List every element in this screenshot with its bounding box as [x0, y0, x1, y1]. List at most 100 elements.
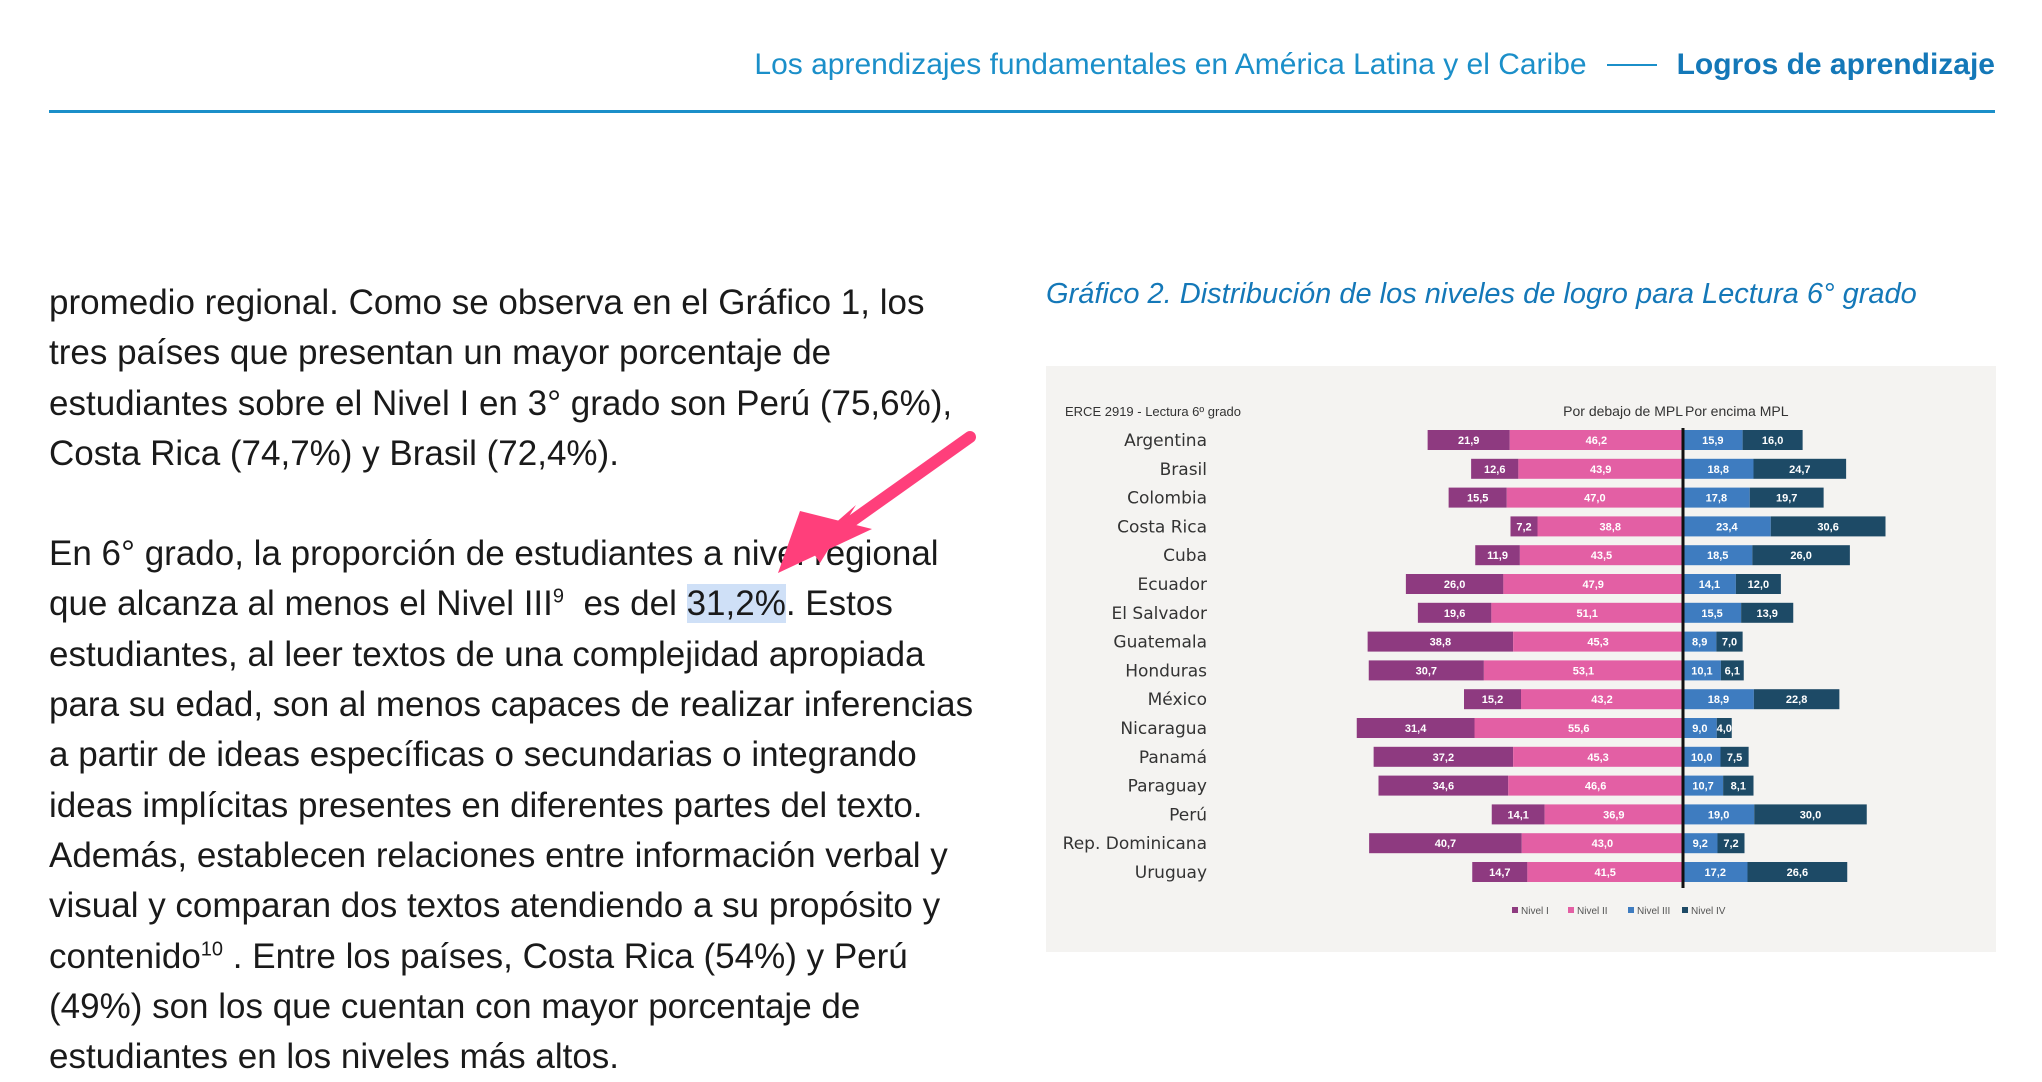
data-label: 26,0: [1790, 550, 1811, 562]
bar-nivel-iv: [1747, 862, 1848, 882]
bar-nivel-iii: [1683, 804, 1755, 825]
category-label: El Salvador: [1112, 604, 1207, 624]
bar-nivel-iii: [1683, 862, 1748, 882]
data-label: 30,6: [1817, 521, 1838, 533]
bar-nivel-iii: [1683, 458, 1754, 479]
bar-nivel-ii: [1491, 602, 1683, 623]
bar-nivel-i: [1367, 631, 1514, 652]
category-label: Perú: [1169, 805, 1207, 825]
data-label: 38,8: [1600, 521, 1621, 533]
header-titles: Los aprendizajes fundamentales en Améric…: [754, 48, 1995, 82]
category-label: Paraguay: [1128, 777, 1207, 797]
bar-nivel-iii: [1683, 631, 1717, 652]
bar-nivel-ii: [1503, 574, 1683, 594]
data-label: 17,8: [1706, 493, 1727, 505]
category-label: Honduras: [1125, 661, 1207, 681]
data-label: 7,0: [1722, 637, 1737, 649]
data-label: 17,2: [1705, 867, 1726, 879]
bar-nivel-iii: [1683, 602, 1742, 623]
category-label: Panamá: [1139, 748, 1207, 768]
bar-nivel-iv: [1741, 602, 1794, 623]
data-label: 46,6: [1585, 781, 1606, 793]
data-label: 21,9: [1458, 435, 1479, 447]
bar-nivel-ii: [1521, 689, 1683, 710]
paragraph-2: En 6° grado, la proporción de estudiante…: [49, 529, 979, 1082]
section-title: Logros de aprendizaje: [1676, 48, 1995, 81]
bar-nivel-i: [1510, 516, 1538, 537]
data-label: 40,7: [1435, 838, 1456, 850]
annotation-arrow-icon: [778, 431, 976, 573]
bar-nivel-iv: [1754, 804, 1867, 825]
category-label: Ecuador: [1138, 575, 1207, 595]
category-label: Cuba: [1163, 546, 1207, 566]
data-label: 14,1: [1699, 579, 1720, 591]
bar-nivel-ii: [1527, 862, 1683, 882]
bar-nivel-iv: [1716, 718, 1732, 738]
bar-nivel-iv: [1752, 545, 1850, 566]
paragraph-2-part-d: . Entre los países, Costa Rica (54%) y P…: [49, 936, 908, 1077]
data-label: 14,1: [1507, 809, 1528, 821]
data-label: 15,5: [1467, 493, 1488, 505]
data-label: 13,9: [1756, 608, 1777, 620]
chart-title: Gráfico 2. Distribución de los niveles d…: [1046, 278, 1917, 310]
data-label: 7,2: [1723, 838, 1738, 850]
body-text: promedio regional. Como se observa en el…: [49, 278, 979, 1082]
data-label: 31,4: [1405, 723, 1427, 735]
bar-nivel-ii: [1506, 487, 1683, 508]
chart-right-label: Por encima MPL: [1685, 403, 1789, 419]
data-label: 43,0: [1592, 838, 1613, 850]
bar-nivel-ii: [1513, 746, 1683, 767]
data-label: 15,2: [1482, 694, 1503, 706]
bar-nivel-i: [1378, 775, 1509, 796]
legend-swatch: [1628, 907, 1634, 913]
bar-nivel-iv: [1770, 516, 1886, 537]
bar-nivel-iii: [1683, 833, 1718, 854]
footnote-ref-9[interactable]: 9: [552, 585, 565, 608]
legend-swatch: [1512, 907, 1518, 913]
bar-nivel-ii: [1521, 833, 1683, 854]
data-label: 19,7: [1776, 493, 1797, 505]
bar-nivel-iii: [1683, 718, 1717, 738]
legend-label: Nivel II: [1577, 906, 1608, 917]
chart-left-label: Por debajo de MPL: [1563, 403, 1683, 419]
bar-nivel-i: [1471, 458, 1519, 479]
data-label: 8,1: [1731, 781, 1746, 793]
bar-nivel-iii: [1683, 775, 1724, 796]
bar-nivel-iv: [1723, 775, 1754, 796]
paragraph-1: promedio regional. Como se observa en el…: [49, 283, 953, 473]
bar-nivel-ii: [1474, 718, 1683, 738]
data-label: 43,5: [1591, 550, 1612, 562]
category-label: Nicaragua: [1120, 719, 1207, 739]
data-label: 45,3: [1587, 637, 1608, 649]
bar-nivel-i: [1417, 602, 1492, 623]
bar-nivel-ii: [1509, 430, 1683, 450]
data-label: 45,3: [1587, 752, 1608, 764]
bar-nivel-i: [1369, 833, 1522, 854]
data-label: 38,8: [1430, 637, 1451, 649]
bar-nivel-i: [1373, 746, 1514, 767]
highlighted-selection[interactable]: 31,2%: [686, 584, 786, 624]
data-label: 47,9: [1582, 579, 1603, 591]
bar-nivel-ii: [1483, 660, 1683, 681]
footnote-ref-10[interactable]: 10: [200, 937, 224, 960]
bar-nivel-iv: [1753, 458, 1847, 479]
legend-swatch: [1568, 907, 1574, 913]
paragraph-2-part-b: es del: [564, 584, 687, 624]
paragraph-2-part-c: . Estos estudiantes, al leer textos de u…: [49, 584, 974, 976]
data-label: 10,7: [1692, 781, 1713, 793]
category-label: Costa Rica: [1117, 517, 1207, 537]
data-label: 53,1: [1573, 665, 1594, 677]
category-label: Rep. Dominicana: [1063, 834, 1207, 854]
bar-nivel-iii: [1683, 574, 1736, 594]
data-label: 18,9: [1708, 694, 1729, 706]
data-label: 24,7: [1789, 464, 1810, 476]
data-label: 15,9: [1702, 435, 1723, 447]
bar-nivel-i: [1464, 689, 1521, 710]
data-label: 46,2: [1586, 435, 1607, 447]
legend-label: Nivel IV: [1691, 906, 1726, 917]
data-label: 47,0: [1584, 493, 1605, 505]
data-label: 12,6: [1484, 464, 1505, 476]
bar-nivel-i: [1472, 862, 1528, 882]
data-label: 6,1: [1725, 665, 1740, 677]
bar-nivel-i: [1405, 574, 1504, 594]
